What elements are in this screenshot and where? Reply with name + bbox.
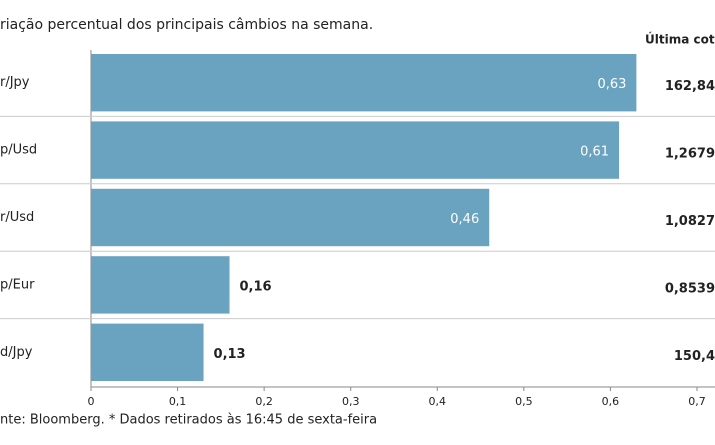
last-quote: 1,0827 [665,214,715,229]
bar [91,54,637,112]
bar [91,121,620,179]
x-tick-label: 0 [88,395,95,408]
x-tick-label: 0,4 [429,395,447,408]
category-label: p/Usd [0,143,37,158]
value-label: 0,13 [214,347,246,362]
category-label: r/Usd [0,210,34,225]
last-quote: 1,2679 [665,147,715,162]
category-label: r/Jpy [0,75,30,90]
category-label: p/Eur [0,277,35,292]
bar [91,256,230,314]
x-tick-label: 0,2 [255,395,273,408]
chart-title: riação percentual dos principais câmbios… [0,17,373,33]
x-tick-label: 0,1 [169,395,187,408]
last-quote: 162,84 [665,79,715,94]
source: nte: Bloomberg. * Dados retirados às 16:… [0,413,377,428]
x-tick-label: 0,7 [688,395,706,408]
value-label: 0,61 [580,145,609,160]
bar [91,188,490,247]
bar [91,323,204,381]
last-quote: 150,4 [674,349,715,364]
x-tick-label: 0,3 [342,395,360,408]
column-header: Última cotaç [645,32,715,47]
value-label: 0,46 [450,212,479,227]
value-label: 0,63 [597,77,626,92]
category-label: d/Jpy [0,345,33,360]
value-label: 0,16 [240,279,272,294]
last-quote: 0,8539 [665,281,715,296]
x-tick-label: 0,6 [602,395,620,408]
x-tick-label: 0,5 [515,395,533,408]
